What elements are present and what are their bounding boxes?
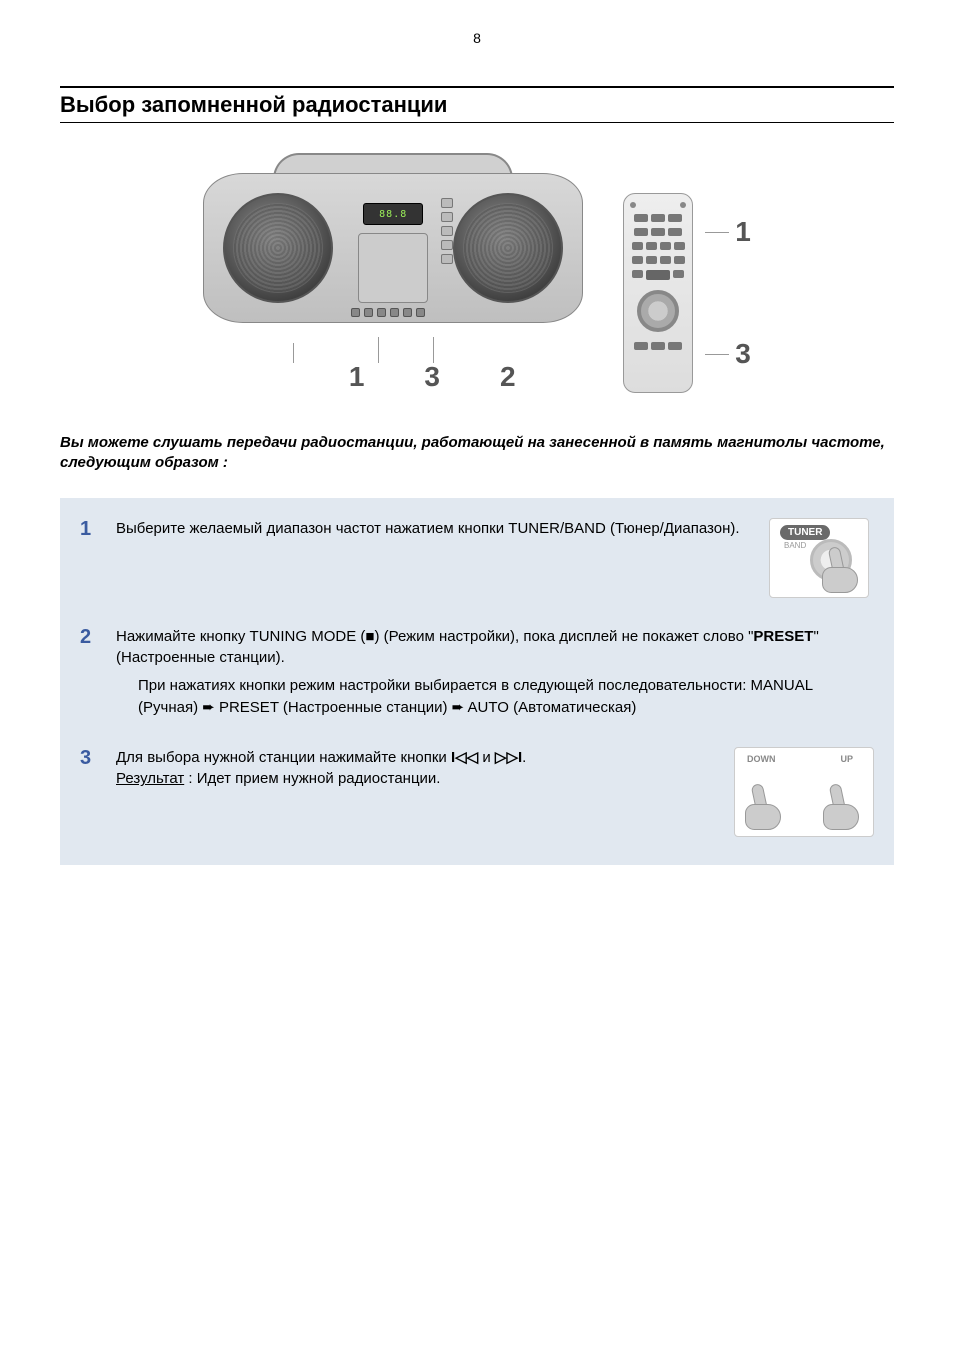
step-subtext: При нажатиях кнопки режим настройки выби… (116, 675, 874, 719)
step-number: 3 (80, 747, 98, 770)
tuner-button-graphic: TUNER BAND (769, 518, 869, 598)
tuner-pill-label: TUNER (780, 525, 830, 540)
next-track-icon: ▷▷I (495, 749, 522, 766)
step-text: Нажимайте кнопку TUNING MODE (■) (Режим … (116, 626, 874, 719)
callout-num: 3 (424, 361, 440, 393)
callout-num: 2 (500, 361, 516, 393)
page-number: 8 (60, 30, 894, 46)
callout-num: 1 (349, 361, 365, 393)
intro-text: Вы можете слушать передачи радиостанции,… (60, 433, 894, 474)
step-2: 2 Нажимайте кнопку TUNING MODE (■) (Режи… (80, 626, 874, 719)
down-up-graphic: DOWN UP (734, 747, 874, 837)
speaker-right-icon (453, 193, 563, 303)
down-label: DOWN (747, 754, 776, 764)
device-illustration: 88.8 1 3 2 (60, 153, 894, 393)
boombox-display: 88.8 (363, 203, 423, 225)
step-number: 2 (80, 626, 98, 649)
result-label: Результат (116, 770, 184, 787)
step-text: Для выбора нужной станции нажимайте кноп… (116, 747, 716, 791)
prev-track-icon: I◁◁ (451, 749, 478, 766)
remote-figure: 1 3 (623, 193, 751, 393)
callout-num: 1 (735, 216, 751, 248)
title-rule (60, 86, 894, 88)
up-label: UP (840, 754, 853, 764)
steps-panel: 1 Выберите желаемый диапазон частот нажа… (60, 498, 894, 865)
step-3: 3 Для выбора нужной станции нажимайте кн… (80, 747, 874, 837)
callout-num: 3 (735, 338, 751, 370)
speaker-left-icon (223, 193, 333, 303)
step-1: 1 Выберите желаемый диапазон частот нажа… (80, 518, 874, 598)
page-title: Выбор запомненной радиостанции (60, 92, 894, 123)
step-number: 1 (80, 518, 98, 541)
boombox-figure: 88.8 1 3 2 (203, 153, 583, 393)
step-text: Выберите желаемый диапазон частот нажати… (116, 518, 746, 540)
